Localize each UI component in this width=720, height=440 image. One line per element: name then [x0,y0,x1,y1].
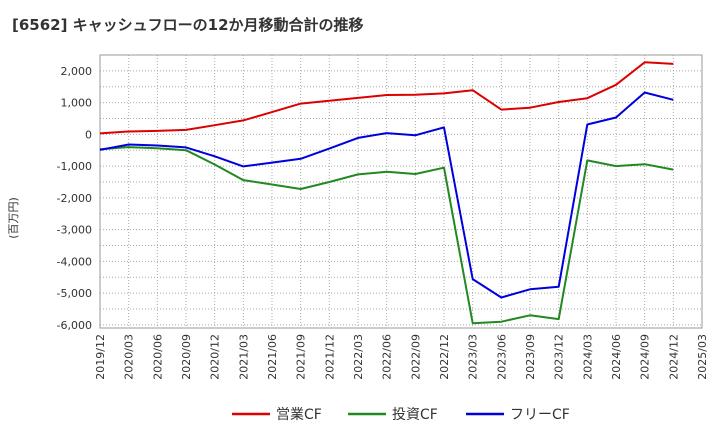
x-tick-label: 2024/09 [639,334,652,380]
grid-lines [100,55,702,328]
x-tick-label: 2024/12 [667,334,680,380]
x-tick-label: 2023/09 [524,334,537,380]
y-tick-label: 2,000 [61,65,93,78]
y-tick-label: 1,000 [61,97,93,110]
x-tick-label: 2023/06 [495,334,508,380]
x-axis-ticks: 2019/12 2020/03 2020/06 2020/09 2020/12 2021/… [94,334,709,380]
legend: 営業CF 投資CF フリーCF [232,407,570,423]
y-axis-ticks: 2,000 1,000 0 -1,000 -2,000 -3,000 -4,000 -5,00… [57,65,92,332]
chart-title: [6562] キャッシュフローの12か月移動合計の推移 [12,16,364,34]
y-tick-label: 0 [85,128,92,141]
y-tick-label: -4,000 [57,255,92,268]
x-tick-label: 2023/12 [553,334,566,380]
y-tick-label: -1,000 [57,160,92,173]
x-tick-label: 2021/12 [323,334,336,380]
series-line-フリーCF [99,91,674,299]
legend-label: フリーCF [510,407,570,423]
x-tick-label: 2025/03 [696,334,709,380]
y-tick-label: -5,000 [57,287,92,300]
x-tick-label: 2023/03 [467,334,480,380]
y-tick-label: -6,000 [57,319,92,332]
x-tick-label: 2020/12 [209,334,222,380]
y-tick-label: -3,000 [57,224,92,237]
x-tick-label: 2022/12 [438,334,451,380]
x-tick-label: 2022/06 [381,334,394,380]
x-tick-label: 2021/03 [237,334,250,380]
x-tick-label: 2020/06 [151,334,164,380]
series-line-営業CF [99,61,674,135]
x-tick-label: 2021/09 [295,334,308,380]
legend-label: 営業CF [276,407,322,423]
x-tick-label: 2020/03 [123,334,136,380]
series-line-投資CF [99,146,674,325]
x-tick-label: 2020/09 [180,334,193,380]
x-tick-label: 2022/03 [352,334,365,380]
x-tick-label: 2021/06 [266,334,279,380]
legend-label: 投資CF [392,407,438,423]
x-tick-label: 2024/06 [610,334,623,380]
y-tick-label: -2,000 [57,192,92,205]
plot-frame [99,54,703,329]
x-tick-label: 2024/03 [581,334,594,380]
y-axis-label: (百万円) [7,197,20,239]
x-tick-label: 2022/09 [409,334,422,380]
series-lines [99,61,674,325]
x-tick-label: 2019/12 [94,334,107,380]
